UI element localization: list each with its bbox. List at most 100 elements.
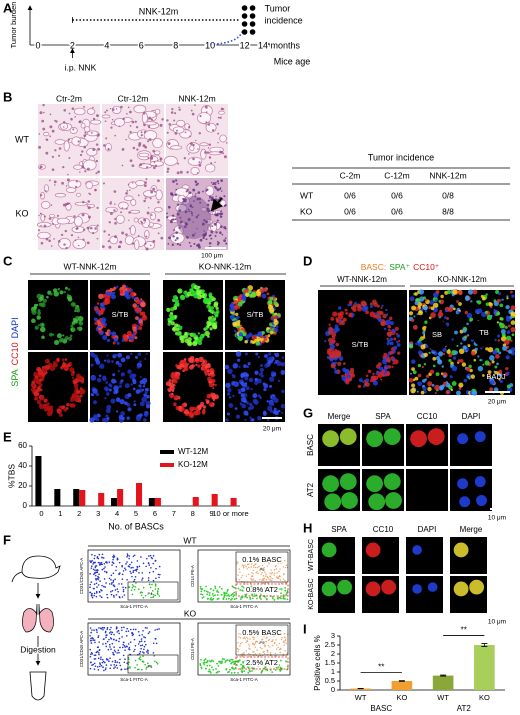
nucleus: [205, 232, 208, 234]
signal: [260, 286, 263, 290]
event: [224, 660, 227, 662]
nucleus: [129, 110, 132, 114]
nucleus: [223, 155, 227, 159]
nucleus: [45, 237, 49, 241]
nucleus: [129, 189, 131, 191]
event: [98, 662, 101, 664]
cell: [457, 478, 469, 490]
event: [243, 666, 246, 669]
nucleus: [139, 163, 143, 167]
nucleus: [206, 151, 210, 154]
event: [94, 569, 96, 571]
signal: [95, 310, 100, 315]
event: [96, 666, 99, 668]
legend-part: CC10⁺: [413, 262, 440, 272]
signal: [280, 370, 286, 375]
event: [254, 579, 256, 582]
nucleus: [188, 241, 191, 244]
signal: [126, 416, 130, 420]
event: [100, 628, 103, 630]
event: [279, 568, 281, 570]
signal: [383, 352, 388, 357]
nucleus: [39, 165, 43, 169]
event: [113, 646, 115, 648]
event: [248, 645, 251, 647]
nucleus: [62, 203, 66, 207]
nucleus: [145, 235, 148, 238]
signal: [146, 394, 150, 399]
nucleus: [119, 240, 123, 244]
signal: [377, 372, 383, 378]
event: [93, 639, 96, 641]
signal: [49, 332, 53, 337]
signal: [173, 402, 177, 407]
timeline-tick-label: 8: [173, 40, 178, 50]
signal: [482, 374, 485, 377]
event: [103, 627, 106, 629]
signal: [42, 369, 46, 373]
signal: [504, 325, 508, 329]
nucleus: [48, 217, 52, 220]
nucleus: [168, 236, 171, 240]
nucleus: [150, 156, 154, 160]
signal: [510, 311, 516, 317]
event: [229, 660, 231, 663]
nucleus: [127, 183, 130, 186]
nucleus: [53, 180, 57, 184]
event: [244, 638, 246, 640]
signal: [467, 344, 471, 348]
signal: [168, 378, 172, 382]
signal: [267, 405, 273, 412]
nucleus: [38, 214, 40, 217]
event: [122, 570, 125, 572]
event: [233, 662, 236, 665]
event: [216, 598, 219, 601]
signal: [198, 358, 202, 362]
signal: [77, 396, 82, 400]
signal: [481, 296, 486, 301]
event: [238, 578, 241, 581]
signal: [62, 334, 65, 337]
nucleus: [154, 190, 156, 193]
signal: [134, 332, 137, 336]
signal: [212, 383, 215, 386]
signal: [106, 416, 110, 420]
nucleus: [125, 233, 128, 237]
signal: [234, 320, 241, 327]
signal: [238, 332, 243, 337]
tumor-dot: [249, 21, 256, 27]
event: [271, 573, 273, 575]
nucleus: [83, 145, 86, 149]
signal: [213, 302, 219, 308]
signal: [358, 378, 363, 383]
signal: [427, 381, 433, 387]
signal: [417, 373, 422, 378]
signal: [477, 355, 480, 358]
signal: [434, 384, 440, 391]
signal: [449, 375, 453, 379]
signal: [458, 302, 462, 306]
nucleus: [183, 157, 186, 160]
signal: [334, 324, 339, 329]
row-label: KO: [15, 208, 28, 218]
nucleus: [131, 164, 135, 168]
tumor-pointer: [210, 197, 224, 212]
signal: [499, 303, 504, 308]
table-title: Tumor incidence: [368, 152, 434, 162]
event: [241, 574, 244, 577]
event: [89, 573, 91, 575]
signal: [141, 315, 148, 321]
signal: [129, 288, 133, 292]
nucleus: [120, 105, 123, 109]
nucleus: [209, 234, 212, 236]
alveolus: [130, 225, 136, 236]
signal: [273, 361, 276, 365]
event: [110, 574, 113, 577]
cell: [383, 428, 401, 445]
signal: [470, 300, 473, 303]
signal: [470, 339, 474, 343]
event: [138, 668, 140, 671]
event: [100, 561, 103, 564]
event: [122, 590, 125, 593]
event: [133, 588, 136, 591]
